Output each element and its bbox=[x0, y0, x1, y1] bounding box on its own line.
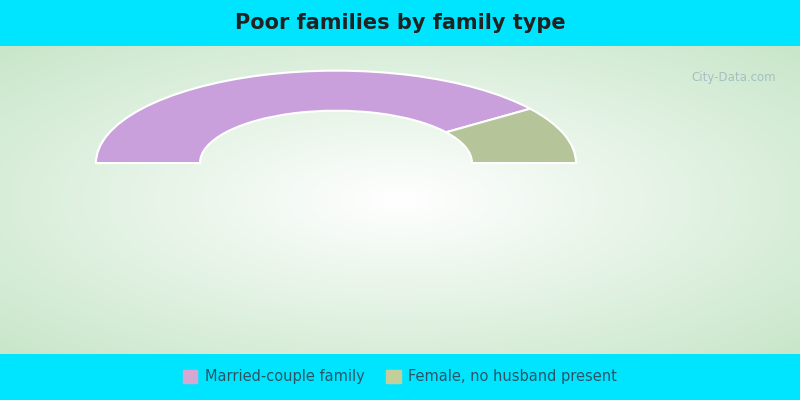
Text: City-Data.com: City-Data.com bbox=[691, 71, 776, 84]
Wedge shape bbox=[446, 109, 576, 163]
Text: Poor families by family type: Poor families by family type bbox=[234, 13, 566, 33]
Legend: Married-couple family, Female, no husband present: Married-couple family, Female, no husban… bbox=[177, 364, 623, 390]
Wedge shape bbox=[96, 71, 530, 163]
